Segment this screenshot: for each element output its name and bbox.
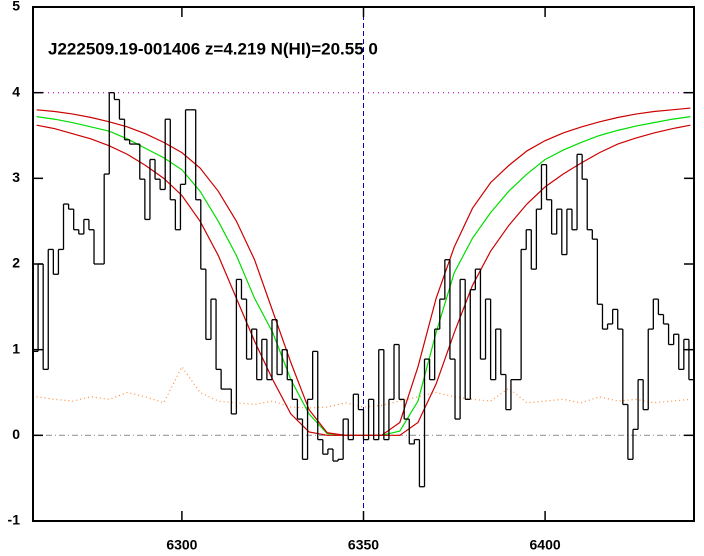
y-tick-label: 0 [12,426,20,442]
y-tick-label: 1 [12,340,20,356]
chart-title: J222509.19-001406 z=4.219 N(HI)=20.55 0 [48,39,378,58]
model-line [36,365,691,409]
plot-area [33,7,694,521]
y-tick-label: 4 [12,83,20,99]
y-tick-label: 3 [12,169,20,185]
x-tick-label: 6300 [166,537,197,553]
x-tick-label: 6400 [530,537,561,553]
y-tick-label: 2 [12,255,20,271]
x-tick-label: 6350 [348,537,379,553]
y-tick-label: -1 [8,512,21,528]
y-tick-label: 5 [12,0,20,14]
